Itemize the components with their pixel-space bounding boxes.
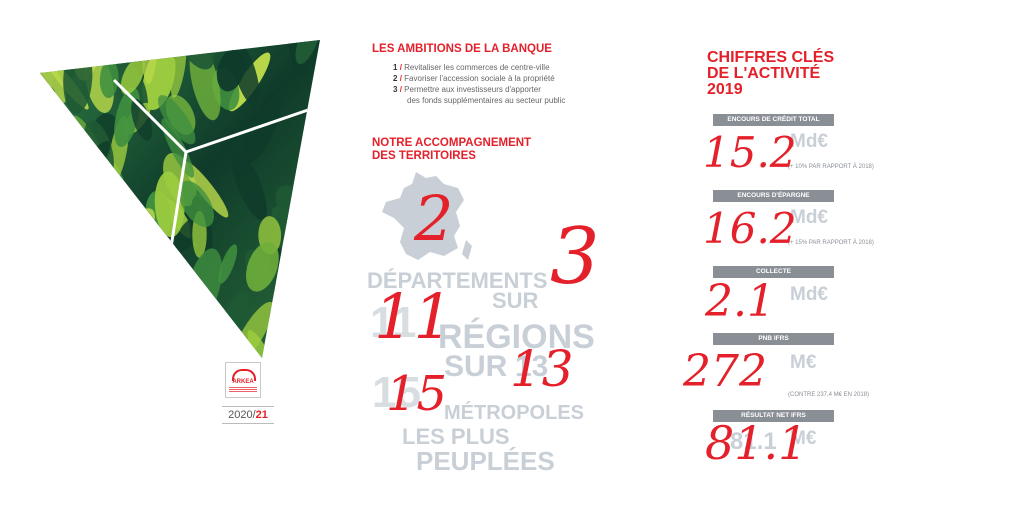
handwritten-3: 3	[550, 212, 600, 302]
leaf-shape	[301, 189, 320, 244]
note-pnb: (CONTRE 237,4 M€ EN 2018)	[788, 392, 870, 398]
list-item-continued: des fonds supplémentaires au secteur pub…	[407, 96, 566, 105]
peuplees-label: PEUPLÉES	[416, 446, 555, 476]
leaf-artwork	[40, 40, 320, 358]
leaf-shape	[99, 59, 119, 98]
chiffres-title: CHIFFRES CLÉS DE L'ACTIVITÉ 2019	[707, 49, 835, 98]
handwritten-11: 11	[374, 280, 453, 353]
ambitions-list: 1 / Revitaliser les commerces de centre-…	[393, 62, 565, 106]
label-resultat: RÉSULTAT NET IFRS	[713, 410, 834, 422]
leaf-shape	[72, 173, 90, 221]
leaf-shape	[218, 244, 238, 284]
leaf-shape	[95, 192, 116, 236]
leaf-shape	[52, 141, 77, 196]
leaf-shape	[55, 187, 76, 223]
leaf-shape	[242, 93, 281, 164]
sur-label-1: SUR	[492, 288, 539, 313]
regions-label: RÉGIONS	[438, 318, 595, 356]
label-collecte: COLLECTE	[713, 266, 834, 278]
leaf-shape	[183, 160, 229, 218]
list-item: 2 / Favoriser l'accession sociale à la p…	[393, 74, 555, 83]
leaf-shape	[178, 180, 214, 228]
printed-13: 13	[515, 350, 549, 383]
leaf-shape	[161, 118, 194, 178]
leaf-shape	[65, 235, 103, 295]
leaf-shape	[154, 171, 185, 238]
leaf-shape	[158, 95, 196, 145]
leaf-shape	[51, 201, 83, 254]
label-encours-credit: ENCOURS DE CRÉDIT TOTAL	[713, 114, 834, 126]
departements-label: DÉPARTEMENTS	[367, 268, 548, 293]
leaf-shape	[131, 98, 153, 141]
printed-11: 11	[370, 298, 417, 347]
leaf-shape	[216, 49, 245, 92]
handwritten-2: 2	[414, 182, 454, 255]
list-item: 3 / Permettre aux investisseurs d'apport…	[393, 85, 541, 94]
unit-pnb: M€	[790, 352, 817, 373]
leaf-shape	[151, 321, 187, 358]
les-plus-label: LES PLUS	[402, 424, 510, 449]
printed-resultat: 81.1	[730, 428, 777, 455]
leaf-shape	[99, 174, 121, 213]
leaf-shape	[52, 297, 73, 358]
unit-encours-credit: Md€	[790, 131, 828, 152]
leaf-shape	[246, 242, 279, 292]
france-map-icon	[382, 172, 472, 260]
list-item: 1 / Revitaliser les commerces de centre-…	[393, 63, 550, 72]
leaf-shape	[106, 270, 141, 317]
handwritten-15: 15	[386, 366, 448, 422]
unit-collecte: Md€	[790, 284, 828, 305]
label-encours-epargne: ENCOURS D'ÉPARGNE	[713, 190, 834, 202]
leaf-shape	[107, 323, 141, 358]
printed-15: 15	[372, 368, 421, 417]
leaf-shape	[247, 329, 277, 358]
leaf-shape	[137, 262, 169, 301]
arkea-logo: ARKEA	[225, 362, 261, 398]
handwritten-pnb: 272	[683, 346, 767, 397]
leaf-shape	[87, 240, 125, 310]
leaf-shape	[294, 272, 320, 316]
handwritten-resultat: 81.1	[705, 416, 808, 470]
leaf-shape	[70, 141, 111, 193]
handwritten-collecte: 2.1	[705, 276, 775, 327]
leaf-shape	[90, 311, 125, 358]
note-encours-credit: (+ 10% PAR RAPPORT À 2018)	[788, 164, 874, 170]
leaf-shape	[40, 139, 67, 204]
leaf-shape	[40, 158, 54, 209]
report-year: 2020/21	[222, 406, 274, 424]
leaf-shape	[149, 303, 182, 338]
territoires-title: NOTRE ACCOMPAGNEMENT DES TERRITOIRES	[372, 137, 532, 162]
leaf-shape	[93, 260, 128, 317]
ambitions-title: LES AMBITIONS DE LA BANQUE	[372, 43, 552, 55]
handwritten-encours-credit: 15.2	[703, 128, 797, 177]
leaf-shape	[57, 176, 84, 220]
unit-encours-epargne: Md€	[790, 207, 828, 228]
leaf-shape	[40, 318, 71, 358]
leaf-shape	[175, 316, 203, 358]
handwritten-13: 13	[510, 340, 574, 398]
unit-resultat: M€	[790, 428, 817, 449]
leaf-shape	[231, 149, 267, 221]
note-encours-epargne: (+ 15% PAR RAPPORT À 2018)	[788, 240, 874, 246]
sur-label-2: SUR	[444, 350, 508, 383]
leaf-shape	[40, 326, 58, 358]
metropoles-label: MÉTROPOLES	[444, 402, 585, 424]
leaf-shape	[40, 204, 59, 258]
leaf-shape	[40, 189, 69, 249]
leaf-shape	[120, 57, 145, 95]
handwritten-encours-epargne: 16.2	[703, 204, 797, 253]
label-pnb: PNB IFRS	[713, 333, 834, 345]
